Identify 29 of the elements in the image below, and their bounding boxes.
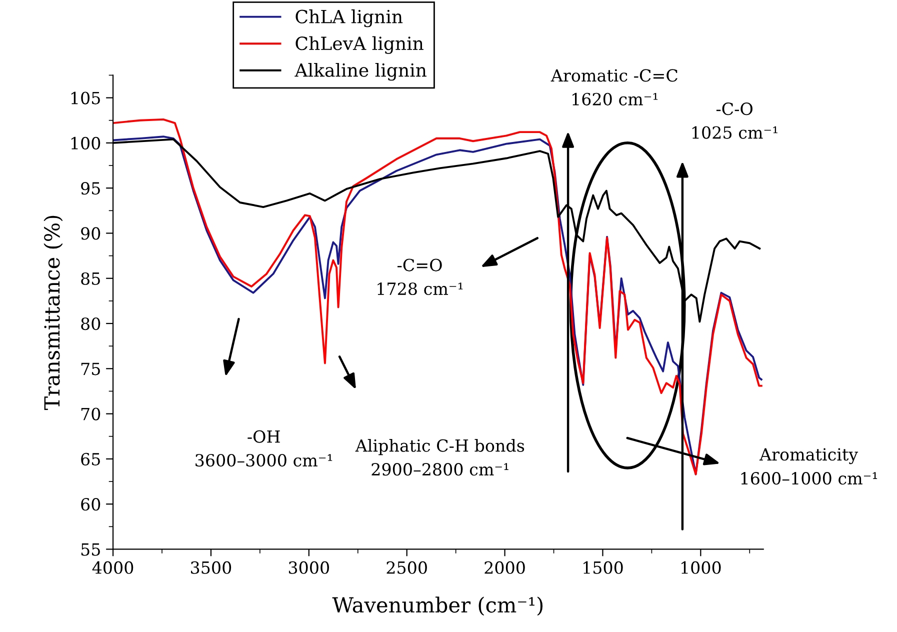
y-tick-label: 55 (81, 543, 100, 556)
y-tick-label: 70 (81, 408, 100, 420)
annotation: -OH 3600–3000 cm⁻¹ (196, 430, 332, 467)
annotation: -C-O 1025 cm⁻¹ (692, 102, 778, 139)
annotation: Aromatic -C=C 1620 cm⁻¹ (550, 69, 678, 106)
y-tick-label: 95 (81, 182, 100, 195)
x-tick-label: 4000 (92, 561, 134, 574)
legend-label: Alkaline lignin (294, 62, 426, 81)
x-tick-label: 1500 (584, 561, 623, 574)
x-tick-label: 2000 (484, 561, 525, 574)
annotation: Aromaticity 1600–1000 cm⁻¹ (741, 448, 878, 485)
x-axis-title: Wavenumber (cm⁻¹) (332, 596, 543, 616)
y-tick-label: 105 (71, 92, 100, 104)
annotation: Aliphatic C-H bonds 2900–2800 cm⁻¹ (355, 438, 524, 476)
y-tick-label: 60 (81, 498, 100, 511)
annotation: -C=O 1728 cm⁻¹ (378, 258, 463, 296)
y-tick-label: 75 (81, 362, 100, 376)
x-tick-label: 3500 (191, 561, 232, 574)
y-tick-label: 100 (71, 136, 100, 150)
legend-label: ChLA lignin (296, 9, 403, 28)
x-tick-label: 3000 (288, 561, 330, 574)
y-tick-label: 90 (81, 227, 100, 240)
y-tick-label: 80 (81, 317, 100, 330)
y-tick-label: 85 (81, 272, 100, 285)
legend-label: ChLevA lignin (296, 36, 424, 54)
y-tick-label: 65 (81, 452, 100, 466)
x-tick-label: 1000 (681, 561, 721, 574)
x-tick-label: 2500 (386, 561, 427, 574)
y-axis-title: Transmittance (%) (44, 216, 63, 410)
